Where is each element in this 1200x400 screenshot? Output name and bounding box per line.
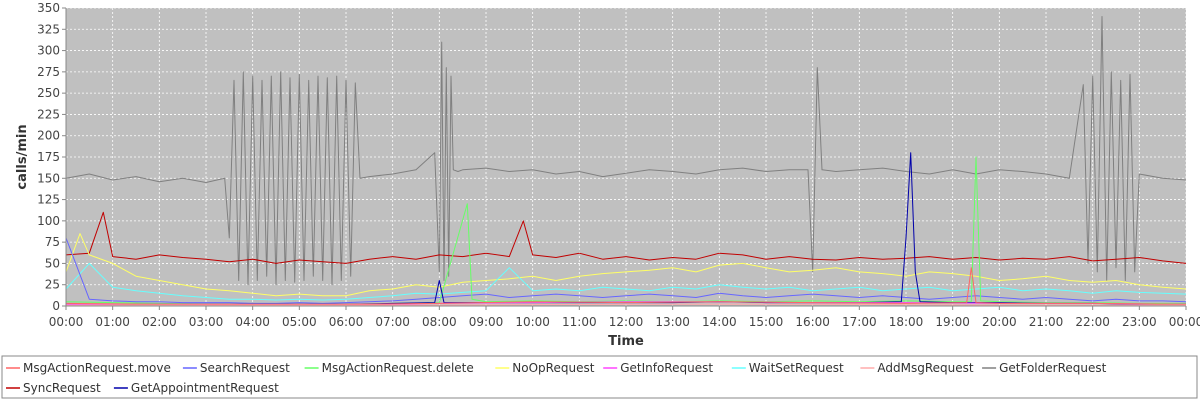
series-lines — [65, 16, 1187, 306]
series-line-msgactionrequest-move — [65, 267, 1187, 305]
x-tick-label: 16:00 — [795, 315, 830, 329]
x-tick-label: 12:00 — [609, 315, 644, 329]
x-tick-label: 21:00 — [1029, 315, 1064, 329]
y-tick-label: 275 — [37, 65, 60, 79]
x-tick-label: 05:00 — [282, 315, 317, 329]
x-tick-label: 14:00 — [702, 315, 737, 329]
y-tick-label: 350 — [37, 1, 60, 15]
legend-label: GetFolderRequest — [999, 361, 1107, 375]
x-tick-label: 03:00 — [189, 315, 224, 329]
legend-label: SearchRequest — [200, 361, 290, 375]
y-tick-label: 225 — [37, 107, 60, 121]
legend-label: AddMsgRequest — [877, 361, 973, 375]
y-tick-label: 300 — [37, 44, 60, 58]
legend-label: GetAppointmentRequest — [131, 381, 279, 395]
axes: 0 25 50 75 100 125 150 175 200 225 250 275 300 325 350… — [37, 1, 1200, 329]
legend-label: GetInfoRequest — [620, 361, 713, 375]
series-line-searchrequest — [65, 237, 1187, 304]
x-tick-label: 02:00 — [142, 315, 177, 329]
series-line-syncrequest — [65, 211, 1187, 264]
legend-label: SyncRequest — [23, 381, 101, 395]
legend-label: MsgActionRequest.move — [23, 361, 171, 375]
legend-label: MsgActionRequest.delete — [322, 361, 474, 375]
y-tick-label: 50 — [45, 256, 60, 270]
y-tick-label: 250 — [37, 86, 60, 100]
x-tick-label: 11:00 — [562, 315, 597, 329]
y-tick-label: 25 — [45, 278, 60, 292]
y-tick-label: 100 — [37, 214, 60, 228]
legend: MsgActionRequest.move SearchRequest MsgAct… — [1, 355, 1198, 399]
x-tick-label: 20:00 — [982, 315, 1017, 329]
x-tick-label: 18:00 — [889, 315, 924, 329]
x-tick-label: 07:00 — [375, 315, 410, 329]
series-line-nooprequest — [65, 233, 1187, 297]
x-tick-label: 01:00 — [95, 315, 130, 329]
y-tick-label: 175 — [37, 150, 60, 164]
x-tick-label: 13:00 — [655, 315, 690, 329]
y-tick-label: 150 — [37, 171, 60, 185]
series-line-getfolderrequest — [65, 16, 1187, 286]
y-tick-label: 75 — [45, 235, 60, 249]
x-tick-label: 22:00 — [1075, 315, 1110, 329]
x-tick-label: 23:00 — [1122, 315, 1157, 329]
legend-box — [1, 355, 1198, 399]
x-axis-title: Time — [608, 334, 644, 349]
x-tick-label: 08:00 — [422, 315, 457, 329]
legend-label: WaitSetRequest — [749, 361, 844, 375]
series-line-addmsgrequest — [66, 303, 1186, 306]
y-axis-title: calls/min — [15, 124, 30, 189]
legend-label: NoOpRequest — [512, 361, 594, 375]
x-tick-label: 00:00 — [1169, 315, 1200, 329]
x-tick-label: 06:00 — [329, 315, 364, 329]
x-tick-label: 19:00 — [935, 315, 970, 329]
x-tick-label: 00:00 — [49, 315, 84, 329]
y-tick-label: 125 — [37, 193, 60, 207]
series-line-waitsetrequest — [65, 262, 1187, 301]
x-tick-label: 17:00 — [842, 315, 877, 329]
y-tick-label: 325 — [37, 22, 60, 36]
y-tick-label: 200 — [37, 129, 60, 143]
y-tick-label: 0 — [52, 299, 60, 313]
x-tick-label: 04:00 — [235, 315, 270, 329]
x-tick-label: 15:00 — [749, 315, 784, 329]
x-tick-label: 10:00 — [515, 315, 550, 329]
x-tick-label: 09:00 — [469, 315, 504, 329]
